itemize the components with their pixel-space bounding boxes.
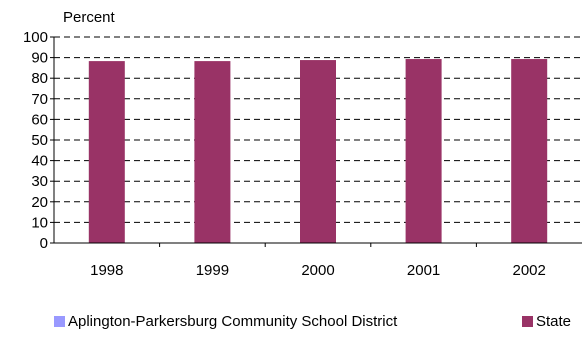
y-tick-label-80: 80	[31, 70, 48, 87]
x-tick-labels: 1998 1999 2000 2001 2002	[90, 262, 546, 279]
y-axis-label: Percent	[63, 9, 116, 26]
bar-state-2002	[511, 59, 548, 244]
legend-swatch-state	[522, 316, 533, 327]
bar-state-2000	[300, 60, 336, 244]
y-tick-label-0: 0	[40, 235, 48, 252]
y-tick-label-20: 20	[31, 194, 48, 211]
x-tick-label-1999: 1999	[196, 262, 229, 279]
y-tick-label-100: 100	[23, 29, 48, 46]
legend-swatch-district	[54, 316, 65, 327]
y-tick-label-30: 30	[31, 173, 48, 190]
axes	[50, 36, 582, 247]
y-tick-label-40: 40	[31, 153, 48, 170]
x-tick-label-2002: 2002	[513, 262, 546, 279]
x-tick-label-1998: 1998	[90, 262, 123, 279]
legend: Aplington-Parkersburg Community School D…	[0, 313, 582, 333]
legend-item-state: State	[522, 313, 571, 330]
bars	[88, 59, 548, 244]
legend-item-district: Aplington-Parkersburg Community School D…	[54, 313, 397, 330]
legend-label-district: Aplington-Parkersburg Community School D…	[68, 313, 398, 330]
x-tick-label-2000: 2000	[301, 262, 334, 279]
y-tick-label-50: 50	[31, 132, 48, 149]
y-tick-label-70: 70	[31, 91, 48, 108]
y-tick-labels: 0 10 20 30 40 50 60 70 80 90 100	[23, 29, 48, 252]
bar-state-2001	[405, 59, 442, 244]
x-tick-label-2001: 2001	[407, 262, 440, 279]
y-tick-label-10: 10	[31, 214, 48, 231]
y-tick-label-60: 60	[31, 111, 48, 128]
bar-state-1999	[194, 61, 231, 243]
y-tick-label-90: 90	[31, 50, 48, 67]
bar-state-1998	[88, 61, 125, 243]
legend-label-state: State	[536, 313, 572, 330]
